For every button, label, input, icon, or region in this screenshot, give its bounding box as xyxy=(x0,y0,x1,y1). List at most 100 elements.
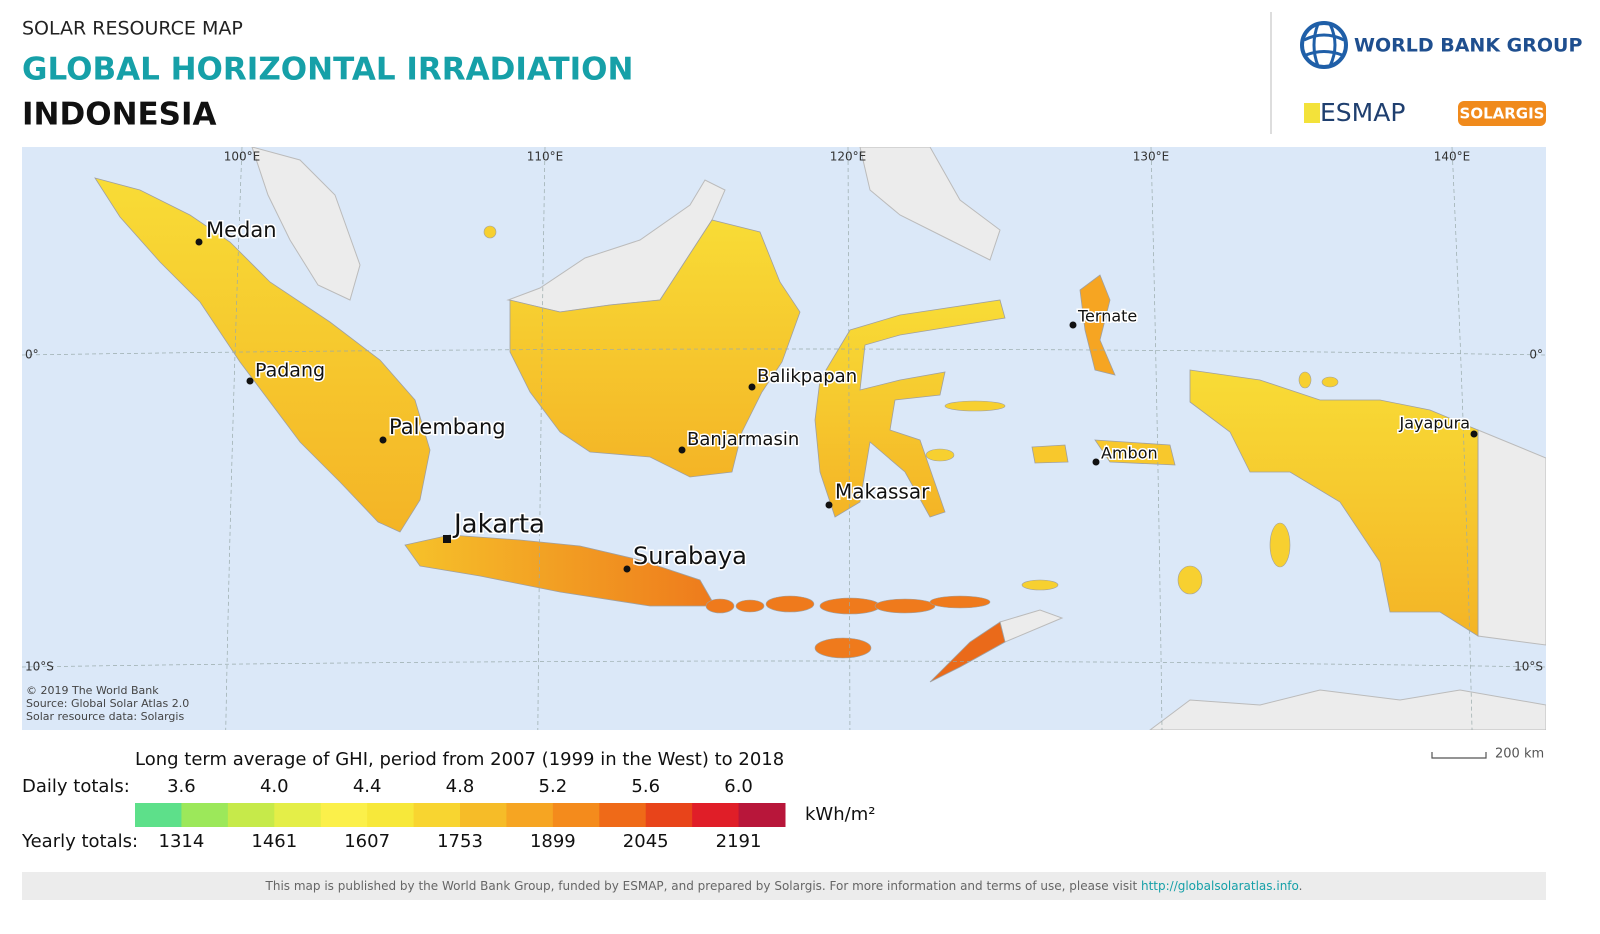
small-island xyxy=(819,597,881,615)
country: INDONESIA xyxy=(22,97,217,133)
daily-value: 6.0 xyxy=(724,776,753,797)
esmap-logo: ESMAP xyxy=(1320,98,1405,127)
small-island xyxy=(929,595,991,609)
city-label: Palembang xyxy=(389,415,506,439)
legend-unit: kWh/m² xyxy=(805,804,875,825)
parallel xyxy=(22,348,1546,356)
yearly-label: Yearly totals: xyxy=(21,831,138,852)
neighbour-land xyxy=(1149,689,1546,730)
longitude-label: 100°E xyxy=(224,150,261,164)
city-marker xyxy=(748,383,756,391)
small-island xyxy=(1321,376,1339,388)
small-island xyxy=(1021,579,1059,591)
longitude-label: 140°E xyxy=(1434,150,1471,164)
credit: © 2019 The World Bank xyxy=(26,684,159,697)
java xyxy=(404,534,716,607)
small-island xyxy=(814,637,872,659)
neighbour-land xyxy=(859,147,1001,261)
daily-value: 3.6 xyxy=(167,776,196,797)
city-marker xyxy=(1069,321,1077,329)
city-marker xyxy=(195,238,203,246)
yearly-value: 1899 xyxy=(530,831,576,852)
daily-label: Daily totals: xyxy=(22,776,130,797)
legend-caption: Long term average of GHI, period from 20… xyxy=(135,749,784,770)
small-island xyxy=(944,400,1006,412)
legend-swatch xyxy=(506,803,554,827)
small-island xyxy=(483,225,497,239)
small-island xyxy=(1269,522,1291,568)
solargis-logo: SOLARGIS xyxy=(1460,105,1545,123)
city-marker xyxy=(678,446,686,454)
papua xyxy=(1189,369,1479,637)
daily-value: 4.4 xyxy=(353,776,382,797)
buru xyxy=(1031,444,1069,464)
yearly-value: 2191 xyxy=(716,831,762,852)
legend-swatch xyxy=(552,803,600,827)
city-label: Surabaya xyxy=(633,542,747,570)
legend-swatch xyxy=(645,803,693,827)
city-label: Jakarta xyxy=(452,510,545,540)
legend-swatch xyxy=(227,803,275,827)
footer-note: This map is published by the World Bank … xyxy=(265,879,1141,893)
daily-value: 5.2 xyxy=(539,776,568,797)
halmahera xyxy=(1079,274,1116,376)
wb-globe xyxy=(1300,21,1348,69)
latitude-label: 10°S xyxy=(1514,660,1543,674)
legend-swatch xyxy=(692,803,740,827)
small-island xyxy=(874,598,936,614)
city-marker xyxy=(246,377,254,385)
legend-swatch xyxy=(460,803,507,827)
timor xyxy=(929,621,1006,683)
city-marker xyxy=(1470,430,1478,438)
solargis-badge xyxy=(1458,101,1546,126)
small-island xyxy=(1177,565,1203,595)
legend-swatch xyxy=(413,803,461,827)
footer-link[interactable]: http://globalsolaratlas.info xyxy=(1141,879,1299,893)
legend-swatch xyxy=(367,803,415,827)
longitude-label: 130°E xyxy=(1133,150,1170,164)
credit: Solar resource data: Solargis xyxy=(26,710,184,723)
esmap-mark xyxy=(1304,103,1320,123)
city-label: Medan xyxy=(206,218,277,242)
city-label: Banjarmasin xyxy=(687,429,799,450)
yearly-value: 1314 xyxy=(159,831,205,852)
yearly-value: 1607 xyxy=(344,831,390,852)
small-island xyxy=(1298,371,1312,389)
yearly-value: 1461 xyxy=(251,831,297,852)
seram xyxy=(1094,439,1176,466)
legend-swatch xyxy=(599,803,647,827)
city-label: Jayapura xyxy=(1399,414,1470,433)
city-marker xyxy=(825,501,833,509)
city-marker xyxy=(623,565,631,573)
neighbour-land xyxy=(1477,429,1546,646)
longitude-label: 110°E xyxy=(527,150,564,164)
title: GLOBAL HORIZONTAL IRRADIATION xyxy=(22,52,633,88)
sulawesi xyxy=(814,299,1006,518)
map-layer xyxy=(22,147,1546,730)
city-label: Makassar xyxy=(835,480,930,504)
footer-bar xyxy=(22,872,1546,900)
legend-swatch xyxy=(320,803,368,827)
footer-text: This map is published by the World Bank … xyxy=(265,879,1303,893)
city-label: Ternate xyxy=(1077,307,1137,326)
wb-logo-text: WORLD BANK GROUP xyxy=(1354,35,1582,57)
city-label: Padang xyxy=(255,360,325,382)
scale-label: 200 km xyxy=(1495,747,1544,762)
capital-marker xyxy=(443,535,451,543)
scale-bar xyxy=(1431,752,1487,759)
wb-globe-lines xyxy=(1303,23,1345,67)
city-label: Balikpapan xyxy=(757,366,857,387)
small-island xyxy=(925,448,955,462)
latitude-label: 10°S xyxy=(25,660,54,674)
legend-swatch xyxy=(274,803,322,827)
latitude-label: 0° xyxy=(25,348,39,362)
legend-swatch xyxy=(135,803,182,827)
city-marker xyxy=(379,436,387,444)
parallel xyxy=(22,660,1546,668)
small-island xyxy=(765,595,815,613)
daily-value: 5.6 xyxy=(631,776,660,797)
kicker: SOLAR RESOURCE MAP xyxy=(22,18,243,40)
